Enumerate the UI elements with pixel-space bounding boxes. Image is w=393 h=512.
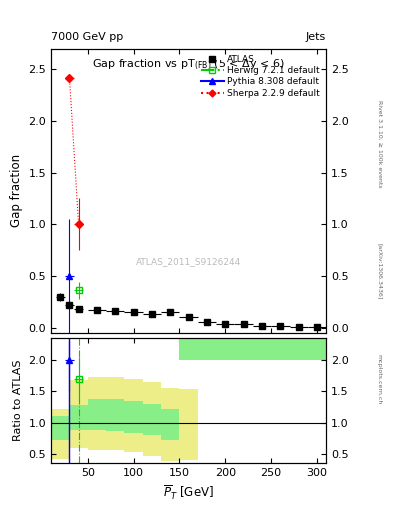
Bar	[143, 382, 161, 457]
X-axis label: $\overline{P}_T$ [GeV]: $\overline{P}_T$ [GeV]	[163, 484, 214, 502]
Text: mcplots.cern.ch: mcplots.cern.ch	[377, 354, 382, 404]
Bar	[51, 416, 70, 440]
Bar	[180, 389, 198, 460]
Bar	[88, 377, 106, 450]
Y-axis label: Ratio to ATLAS: Ratio to ATLAS	[13, 360, 23, 441]
Bar	[70, 405, 88, 430]
Bar	[106, 399, 125, 431]
Y-axis label: Gap fraction: Gap fraction	[10, 154, 23, 227]
Legend: ATLAS, Herwig 7.2.1 default, Pythia 8.308 default, Sherpa 2.2.9 default: ATLAS, Herwig 7.2.1 default, Pythia 8.30…	[199, 53, 322, 99]
Bar	[161, 388, 180, 461]
Bar	[106, 377, 125, 450]
Text: Gap fraction vs pT$_{\/\!\mathrm{(FB)}}$ (5 < $\Delta$y < 6): Gap fraction vs pT$_{\/\!\mathrm{(FB)}}$…	[92, 57, 285, 72]
Bar	[125, 379, 143, 452]
Text: 7000 GeV pp: 7000 GeV pp	[51, 32, 123, 42]
Bar	[198, 338, 326, 360]
Bar	[88, 399, 106, 430]
Bar	[161, 409, 180, 439]
Bar	[70, 380, 88, 447]
Bar	[51, 409, 70, 459]
Bar	[180, 338, 198, 360]
Text: Jets: Jets	[306, 32, 326, 42]
Text: ATLAS_2011_S9126244: ATLAS_2011_S9126244	[136, 257, 241, 266]
Bar	[143, 404, 161, 435]
Bar	[125, 400, 143, 433]
Text: [arXiv:1306.3436]: [arXiv:1306.3436]	[377, 243, 382, 300]
Text: Rivet 3.1.10, ≥ 100k events: Rivet 3.1.10, ≥ 100k events	[377, 99, 382, 187]
